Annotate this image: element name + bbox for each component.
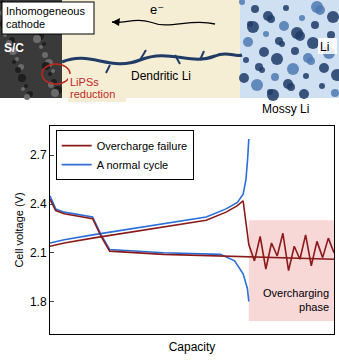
svg-text:2.1: 2.1 <box>30 246 47 260</box>
svg-text:e⁻: e⁻ <box>150 2 164 17</box>
svg-text:Inhomogeneouscathode: Inhomogeneouscathode <box>6 5 85 30</box>
svg-text:Mossy Li: Mossy Li <box>262 102 309 116</box>
svg-text:Dendritic Li: Dendritic Li <box>131 69 191 83</box>
svg-text:S/C: S/C <box>4 41 24 55</box>
svg-text:Li: Li <box>320 40 329 54</box>
svg-text:2.4: 2.4 <box>30 197 47 211</box>
svg-text:2.7: 2.7 <box>30 148 47 162</box>
svg-text:LiPSsreduction: LiPSsreduction <box>70 76 115 100</box>
svg-text:Overcharge failure: Overcharge failure <box>97 140 187 152</box>
svg-text:Overchargingphase: Overchargingphase <box>263 287 329 313</box>
svg-text:Capacity: Capacity <box>169 340 216 354</box>
svg-text:A normal cycle: A normal cycle <box>97 159 169 171</box>
svg-text:Cell voltage (V): Cell voltage (V) <box>13 192 25 267</box>
svg-text:1.8: 1.8 <box>30 295 47 309</box>
